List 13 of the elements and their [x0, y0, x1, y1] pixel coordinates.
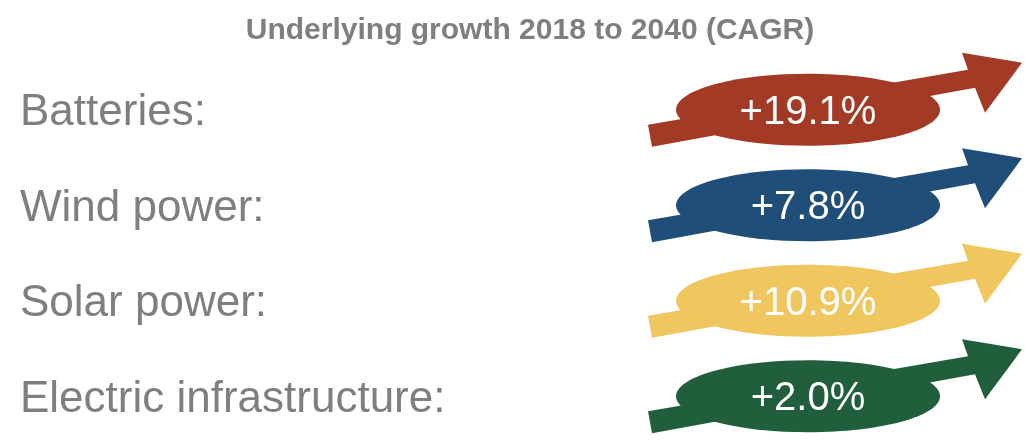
data-label: +7.8%: [750, 183, 866, 228]
category-label: Wind power: [20, 180, 253, 230]
data-label: +2.0%: [750, 374, 866, 419]
text: Underlying growth 2018 to 2040 (CAGR): [245, 11, 815, 45]
category-label: Electric infrastructure: [20, 371, 434, 421]
text: :: [433, 371, 446, 421]
data-label: +19.1%: [739, 87, 877, 132]
text: :: [254, 276, 268, 326]
data-label: +10.9%: [739, 278, 877, 323]
text: :: [193, 85, 206, 135]
category-label: Solar power: [20, 276, 255, 326]
text: :: [252, 180, 265, 230]
category-label: Batteries: [20, 85, 194, 135]
